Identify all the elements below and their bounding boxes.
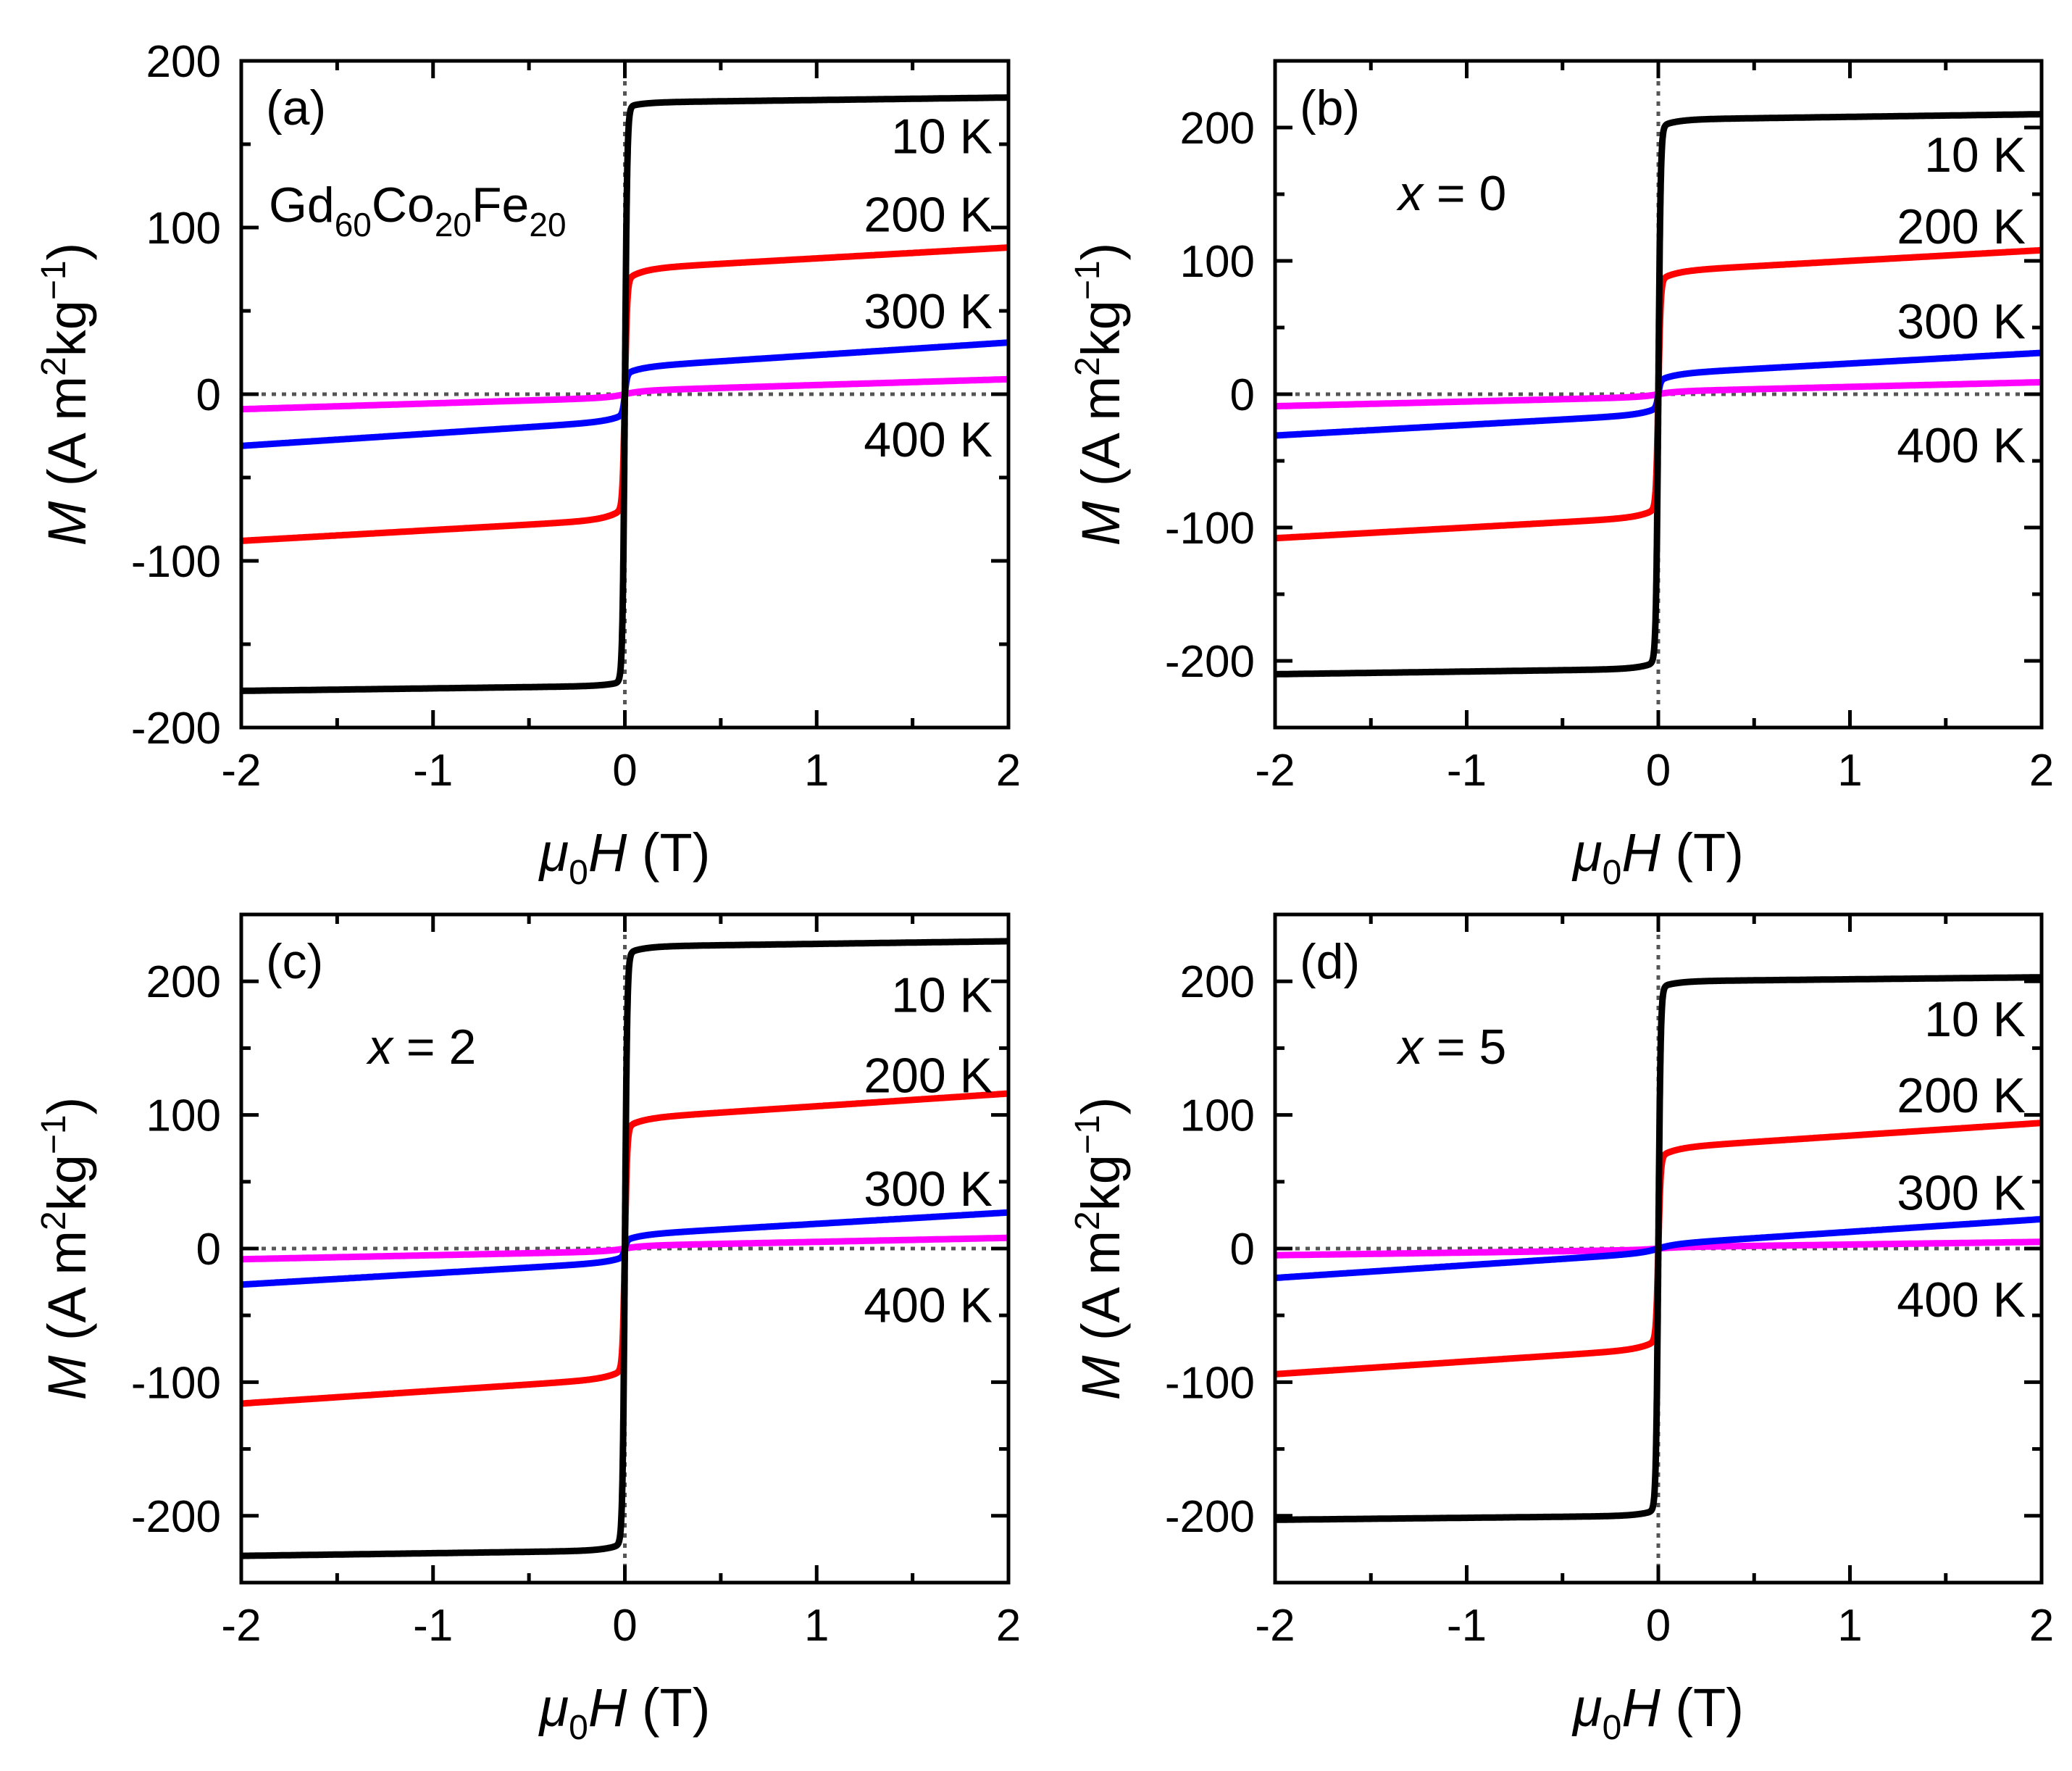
y-tick-label: -100 <box>1165 504 1255 554</box>
y-axis-title: M (A m2kg−1) <box>1069 243 1131 546</box>
y-tick-label: -100 <box>1165 1358 1255 1408</box>
y-tick-label: 100 <box>1180 1091 1255 1141</box>
x-tick-label: 0 <box>612 746 637 796</box>
y-tick-label: 0 <box>196 1225 221 1275</box>
y-axis-title: M (A m2kg−1) <box>1069 1097 1131 1401</box>
x-tick-label: -1 <box>413 1601 453 1651</box>
x-tick-label: 1 <box>1837 746 1862 796</box>
y-tick-label: 0 <box>196 370 221 420</box>
x-tick-label: -2 <box>221 746 261 796</box>
temperature-label: 400 K <box>864 412 993 467</box>
x-axis-title: μ0H (T) <box>1571 1678 1744 1747</box>
y-axis-title: M (A m2kg−1) <box>35 1097 97 1401</box>
y-tick-label: -200 <box>131 704 221 754</box>
x-value-label: x = 2 <box>366 1020 476 1075</box>
x-tick-label: -2 <box>221 1601 261 1651</box>
x-value-label: x = 0 <box>1396 166 1506 221</box>
y-tick-label: -100 <box>131 537 221 587</box>
x-tick-label: -1 <box>413 746 453 796</box>
x-value-label: x = 5 <box>1396 1020 1506 1075</box>
series-10k <box>240 94 1010 694</box>
panel-tag: (c) <box>266 934 323 989</box>
x-tick-label: 1 <box>1837 1601 1862 1651</box>
temperature-label: 300 K <box>864 1162 993 1217</box>
x-tick-label: 1 <box>804 1601 829 1651</box>
panel-tag: (d) <box>1300 934 1360 989</box>
temperature-label: 10 K <box>891 968 993 1023</box>
y-tick-label: 100 <box>146 1091 221 1141</box>
panel-tag: (b) <box>1300 80 1360 136</box>
series-10k <box>240 938 1010 1559</box>
x-tick-label: 2 <box>996 746 1021 796</box>
panel-c: -2 -1 0 1 2 -200 -100 0 100 200 μ0H (T) M (A m2kg−1… <box>35 912 1021 1747</box>
x-tick-label: 2 <box>996 1601 1021 1651</box>
x-tick-label: -2 <box>1255 746 1295 796</box>
x-tick-label: 0 <box>1646 746 1671 796</box>
x-tick-label: -1 <box>1447 1601 1487 1651</box>
temperature-label: 400 K <box>864 1278 993 1333</box>
temperature-label: 400 K <box>1897 1272 2026 1328</box>
panel-d: -2 -1 0 1 2 -200 -100 0 100 200 μ0H (T) M (A m2kg−1… <box>1069 912 2054 1747</box>
y-tick-label: -200 <box>131 1492 221 1542</box>
temperature-label: 200 K <box>864 188 993 243</box>
temperature-label: 300 K <box>1897 1166 2026 1221</box>
x-tick-label: 2 <box>2029 1601 2054 1651</box>
y-tick-label: -200 <box>1165 637 1255 687</box>
y-tick-label: 0 <box>1230 1225 1255 1275</box>
y-tick-label: -200 <box>1165 1492 1255 1542</box>
x-axis-title: μ0H (T) <box>1571 822 1744 892</box>
x-tick-label: -2 <box>1255 1601 1295 1651</box>
y-tick-label: 100 <box>146 204 221 254</box>
temperature-label: 10 K <box>891 109 993 164</box>
temperature-label: 200 K <box>1897 199 2026 254</box>
panel-a: -2 -1 0 1 2 -200 -100 0 100 200 μ0H (T) M (A m2kg−1… <box>35 37 1021 892</box>
temperature-label: 200 K <box>1897 1068 2026 1123</box>
y-tick-label: 200 <box>146 37 221 87</box>
x-tick-label: 2 <box>2029 746 2054 796</box>
y-tick-label: 200 <box>146 957 221 1007</box>
y-tick-label: 200 <box>1180 957 1255 1007</box>
x-tick-label: 1 <box>804 746 829 796</box>
y-tick-label: 100 <box>1180 237 1255 287</box>
panel-tag: (a) <box>266 80 326 136</box>
temperature-label: 10 K <box>1924 992 2026 1047</box>
temperature-label: 300 K <box>1897 294 2026 349</box>
x-tick-label: 0 <box>612 1601 637 1651</box>
composition-label: Gd60Co20Fe20 <box>269 178 567 243</box>
x-axis-title: μ0H (T) <box>538 1678 711 1747</box>
y-tick-label: 200 <box>1180 104 1255 154</box>
x-axis-title: μ0H (T) <box>538 822 711 892</box>
y-axis-title: M (A m2kg−1) <box>35 243 97 546</box>
x-tick-label: 0 <box>1646 1601 1671 1651</box>
y-tick-label: 0 <box>1230 370 1255 420</box>
temperature-label: 300 K <box>864 284 993 339</box>
series-10k <box>1274 974 2043 1523</box>
temperature-label: 400 K <box>1897 418 2026 473</box>
series-10k <box>1274 111 2043 678</box>
panel-b: -2 -1 0 1 2 -200 -100 0 100 200 μ0H (T) M (A m2kg−1… <box>1069 59 2054 892</box>
x-tick-label: -1 <box>1447 746 1487 796</box>
y-tick-label: -100 <box>131 1358 221 1408</box>
temperature-label: 10 K <box>1924 128 2026 183</box>
temperature-label: 200 K <box>864 1048 993 1103</box>
